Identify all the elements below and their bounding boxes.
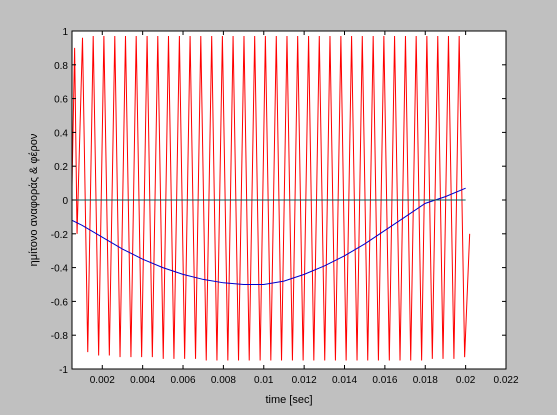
y-tick-label: -0.4 [51, 264, 69, 275]
x-tick-label: 0.02 [456, 375, 476, 386]
ticks-layer: 0.002 0.004 0.006 0.008 0.01 0.012 0.014 0.016 0… [51, 27, 519, 386]
y-tick-label: -0.6 [51, 297, 69, 308]
series-line-1 [72, 36, 471, 361]
series-line-2 [72, 187, 466, 285]
y-tick-label: 1 [62, 27, 68, 38]
y-tick-label: 0.2 [54, 162, 68, 173]
x-tick-label: 0.004 [130, 375, 155, 386]
x-tick-label: 0.01 [254, 375, 274, 386]
y-tick-label: 0 [62, 196, 68, 207]
y-tick-label: -1 [59, 365, 68, 376]
x-tick-label: 0.008 [211, 375, 236, 386]
x-tick-label: 0.014 [332, 375, 357, 386]
x-axis-label: time [sec] [265, 394, 312, 406]
y-tick-label: 0.8 [54, 61, 68, 72]
x-tick-label: 0.006 [171, 375, 196, 386]
y-axis-label: ημίτονο αναφοράς & φέρον [28, 133, 40, 266]
y-tick-label: -0.8 [51, 331, 69, 342]
y-tick-label: -0.2 [51, 230, 69, 241]
series-layer [72, 36, 471, 361]
y-tick-label: 0.4 [54, 128, 68, 139]
x-tick-label: 0.012 [292, 375, 317, 386]
x-tick-label: 0.016 [372, 375, 397, 386]
y-tick-label: 0.6 [54, 95, 68, 106]
x-tick-label: 0.002 [90, 375, 115, 386]
x-tick-label: 0.022 [493, 375, 518, 386]
x-tick-label: 0.018 [413, 375, 438, 386]
plot-frame [71, 30, 507, 370]
